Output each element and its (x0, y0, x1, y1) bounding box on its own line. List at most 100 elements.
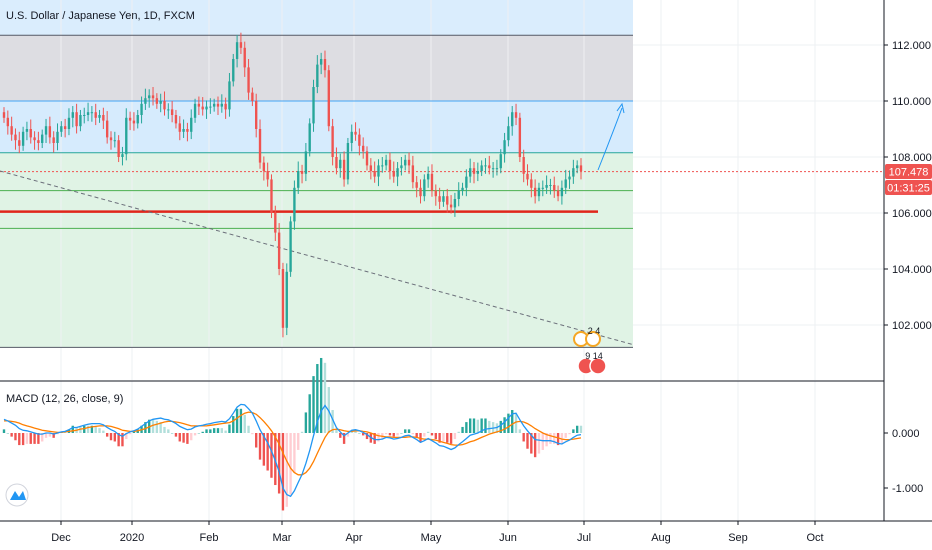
candle-body-56 (216, 103, 220, 107)
zone-green (0, 152, 633, 348)
macd-hist-32 (125, 433, 128, 440)
tradingview-logo[interactable] (5, 483, 29, 507)
candle-body-129 (495, 168, 499, 170)
macd-hist-82 (316, 364, 319, 433)
macd-hist-123 (472, 418, 476, 433)
macd-hist-115 (442, 433, 445, 442)
candle-body-40 (155, 98, 159, 104)
candle-body-46 (178, 123, 181, 132)
macd-hist-33 (128, 433, 132, 435)
candle-body-18 (71, 112, 74, 118)
candle-body-143 (549, 185, 552, 186)
x-tick-label-2: Feb (200, 532, 219, 544)
projection-arrow (597, 102, 625, 171)
x-tick-label-7: Jul (577, 532, 591, 544)
candle-body-17 (67, 117, 71, 129)
last-price-value: 107.478 (889, 167, 929, 179)
macd-hist-54 (209, 429, 212, 433)
macd-hist-151 (579, 425, 583, 433)
macd-indicator-label: MACD (12, 26, close, 9) (6, 393, 123, 405)
candle-body-68 (262, 162, 266, 171)
event-markers[interactable]: 2 4 9 14 (573, 326, 607, 375)
candle-body-106 (407, 159, 411, 166)
chart-title: U.S. Dollar / Japanese Yen, 1D, FXCM (6, 10, 195, 22)
macd-hist-22 (86, 425, 90, 433)
candle-body-19 (75, 112, 78, 127)
candle-body-90 (346, 143, 350, 180)
macd-hist-107 (411, 433, 415, 435)
candle-body-125 (480, 165, 483, 171)
candle-body-29 (113, 140, 116, 142)
candle-body-22 (86, 112, 90, 115)
candle-body-92 (354, 131, 357, 135)
macd-hist-57 (220, 428, 223, 433)
macd-hist-44 (170, 433, 174, 434)
macd-hist-58 (224, 430, 227, 433)
candle-body-126 (484, 165, 487, 167)
candle-body-105 (404, 159, 407, 166)
candle-body-85 (327, 70, 330, 127)
macd-hist-1 (6, 433, 10, 434)
candle-body-71 (274, 213, 277, 233)
candle-body-11 (44, 126, 48, 135)
macd-hist-140 (537, 433, 541, 454)
macd-hist-6 (25, 433, 29, 444)
macd-hist-56 (216, 428, 220, 433)
macd-y-tick-label-0: 0.000 (892, 428, 920, 440)
candle-body-48 (186, 129, 189, 132)
candle-body-83 (319, 59, 323, 65)
macd-hist-55 (212, 428, 216, 433)
macd-hist-141 (541, 433, 544, 450)
macd-hist-76 (293, 433, 296, 473)
candle-body-151 (579, 165, 583, 171)
macd-hist-118 (453, 433, 457, 440)
macd-hist-37 (144, 422, 147, 433)
macd-hist-125 (480, 418, 483, 433)
candle-body-142 (545, 185, 548, 188)
candle-body-109 (419, 187, 422, 197)
candle-body-33 (128, 117, 132, 121)
candle-body-120 (461, 187, 464, 191)
candle-body-145 (556, 190, 560, 197)
macd-hist-4 (18, 433, 21, 446)
y-tick-label-4: 104.000 (892, 264, 932, 276)
macd-hist-5 (21, 433, 25, 446)
trend-line (0, 170, 634, 346)
macd-hist-69 (266, 433, 269, 471)
candle-body-132 (507, 126, 510, 141)
macd-hist-150 (575, 425, 579, 433)
macd-hist-145 (556, 433, 560, 446)
candle-body-140 (537, 187, 541, 197)
candle-body-124 (476, 171, 480, 174)
candle-body-102 (392, 171, 395, 177)
candle-body-121 (465, 176, 468, 188)
macd-hist-46 (178, 433, 181, 442)
macd-hist-88 (339, 433, 342, 438)
candle-body-144 (553, 185, 556, 191)
macd-hist-86 (331, 410, 334, 433)
macd-hist-51 (197, 433, 201, 434)
macd-hist-114 (438, 433, 441, 443)
candle-body-38 (148, 95, 151, 99)
macd-hist-127 (488, 420, 491, 433)
y-tick-label-0: 112.000 (892, 40, 931, 52)
macd-hist-61 (235, 408, 239, 433)
candle-body-104 (400, 165, 403, 169)
candle-body-131 (503, 140, 506, 155)
macd-hist-119 (457, 431, 460, 433)
macd-hist-139 (533, 433, 537, 458)
candle-body-138 (530, 179, 533, 188)
macd-hist-116 (446, 433, 449, 443)
macd-hist-24 (94, 426, 97, 433)
candle-body-8 (33, 137, 36, 141)
candlestick-series (2, 32, 583, 338)
macd-hist-48 (186, 433, 189, 444)
x-tick-label-4: Apr (345, 532, 362, 544)
macd-hist-10 (41, 433, 44, 442)
candle-body-137 (526, 173, 529, 180)
macd-hist-28 (109, 433, 113, 441)
candle-body-47 (182, 129, 185, 132)
candle-body-34 (132, 120, 136, 124)
candle-body-93 (358, 134, 361, 146)
